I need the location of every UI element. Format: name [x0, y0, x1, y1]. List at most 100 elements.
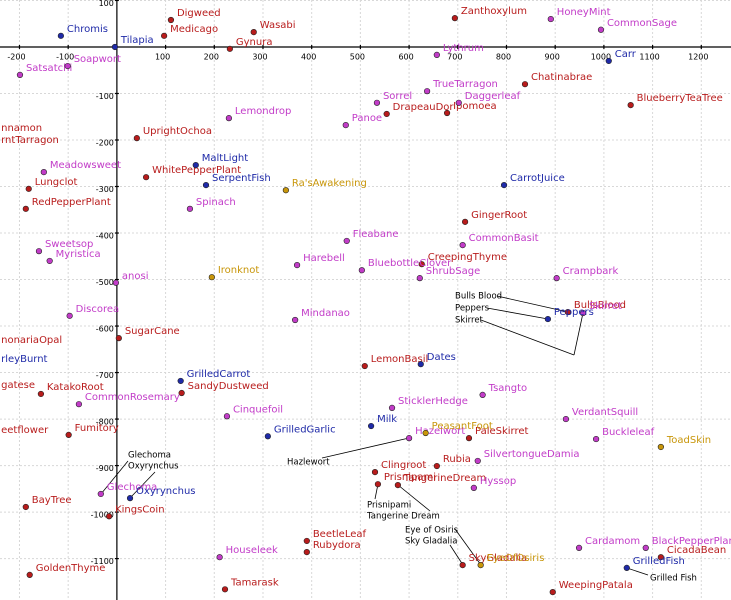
point-label: Tamarask [230, 577, 279, 588]
point-label: ToadSkin [666, 435, 711, 446]
point-label: Mindanao [301, 308, 350, 319]
y-tick-label: -1000 [91, 511, 114, 520]
point-label: SticklerHedge [398, 396, 468, 407]
point-label: Rubydora [313, 540, 361, 551]
point-label: Sweetsop [45, 239, 93, 250]
callout: Tangerine Dream [366, 512, 440, 522]
point [25, 185, 32, 192]
point-label: PeasantFoot [432, 421, 493, 432]
point [126, 495, 134, 502]
point [418, 261, 425, 268]
point-label: BlackPepperPlant [652, 536, 731, 547]
point [221, 586, 229, 593]
callout-line [496, 295, 569, 313]
callout-line [626, 567, 649, 576]
point [192, 162, 199, 169]
point [216, 554, 223, 561]
y-tick-label: -800 [96, 418, 114, 427]
point [465, 435, 473, 442]
callout: Oxyrynchus [128, 462, 179, 472]
callout-line [454, 528, 482, 566]
point-label: Tsangto [488, 383, 528, 394]
x-tick-label: 700 [447, 52, 462, 61]
point [167, 16, 175, 24]
point-label: KatakoRoot [47, 382, 104, 393]
point-label: EyeOfOsiris [487, 553, 545, 564]
point [250, 28, 257, 36]
point-label: DrapeauDor [393, 102, 455, 113]
point [133, 135, 140, 142]
point-label: WeepingPatala [559, 580, 633, 591]
point [623, 564, 630, 572]
y-tick-label: -100 [96, 92, 114, 101]
point [292, 316, 299, 324]
point [75, 401, 82, 408]
point-label: Rubia [443, 454, 471, 465]
point [202, 182, 210, 189]
y-tick-label: 100 [99, 0, 114, 8]
point-label: WhitePepperPlant [152, 165, 241, 176]
x-tick-label: 1200 [688, 52, 708, 61]
point [521, 81, 529, 88]
callout-lines [100, 295, 649, 576]
callout-line [321, 437, 410, 459]
callout-line [397, 484, 431, 512]
point-label: nonariaOpal [1, 335, 62, 346]
callout-line [480, 319, 575, 356]
point [143, 174, 150, 181]
point [35, 248, 43, 255]
point [22, 503, 29, 511]
y-tick-label: -900 [96, 464, 114, 473]
point [433, 462, 440, 470]
point [264, 433, 271, 440]
y-tick-label: -700 [96, 371, 114, 380]
callout-line [100, 460, 129, 495]
point [477, 562, 484, 569]
y-tick-label: -500 [96, 278, 114, 287]
point [161, 32, 168, 39]
point [642, 544, 649, 552]
point-label: CreepingThyme [428, 252, 507, 263]
point-label: gatese [1, 380, 35, 391]
point-label: Digweed [177, 8, 221, 19]
point [562, 415, 570, 423]
point-label: Cinquefoil [233, 404, 283, 415]
point [459, 242, 466, 249]
point [605, 57, 612, 65]
point [417, 361, 424, 368]
x-tick-label: 900 [545, 52, 560, 61]
point [40, 168, 47, 176]
point-label: GingerRoot [471, 210, 527, 221]
point [451, 15, 458, 22]
point-label: GrilledGarlic [274, 424, 336, 435]
callout: Grilled Fish [650, 574, 697, 584]
point-label: GrilledFish [633, 556, 685, 567]
point-label: GoldenThyme [36, 563, 106, 574]
point [343, 237, 350, 245]
point [112, 279, 120, 286]
y-tick-label: -200 [96, 139, 114, 148]
point [115, 335, 122, 342]
point-label: CommonSage [607, 18, 677, 29]
point-label: SandyDustweed [188, 381, 269, 392]
point [579, 309, 587, 317]
point-label: Chatinabrae [531, 72, 592, 83]
point-label: Lythrum [443, 43, 484, 54]
point-label: Crampbark [563, 266, 619, 277]
point [474, 457, 481, 465]
point-label: Carr [615, 49, 637, 60]
x-tick-label: 1100 [639, 52, 659, 61]
point [37, 390, 45, 398]
point-label: Chromis [67, 24, 108, 35]
point-label: ShrubSage [426, 266, 480, 277]
point-label: Ironknot [218, 265, 260, 276]
point [303, 548, 310, 556]
point [16, 71, 24, 78]
point-label: nnamon [1, 123, 42, 134]
callouts: Bulls Blood Peppers Skirret Glechoma Oxy… [128, 292, 697, 584]
callout-line [486, 307, 549, 320]
point-label: Milk [377, 414, 397, 425]
point-label: PaleSkirret [475, 426, 529, 437]
